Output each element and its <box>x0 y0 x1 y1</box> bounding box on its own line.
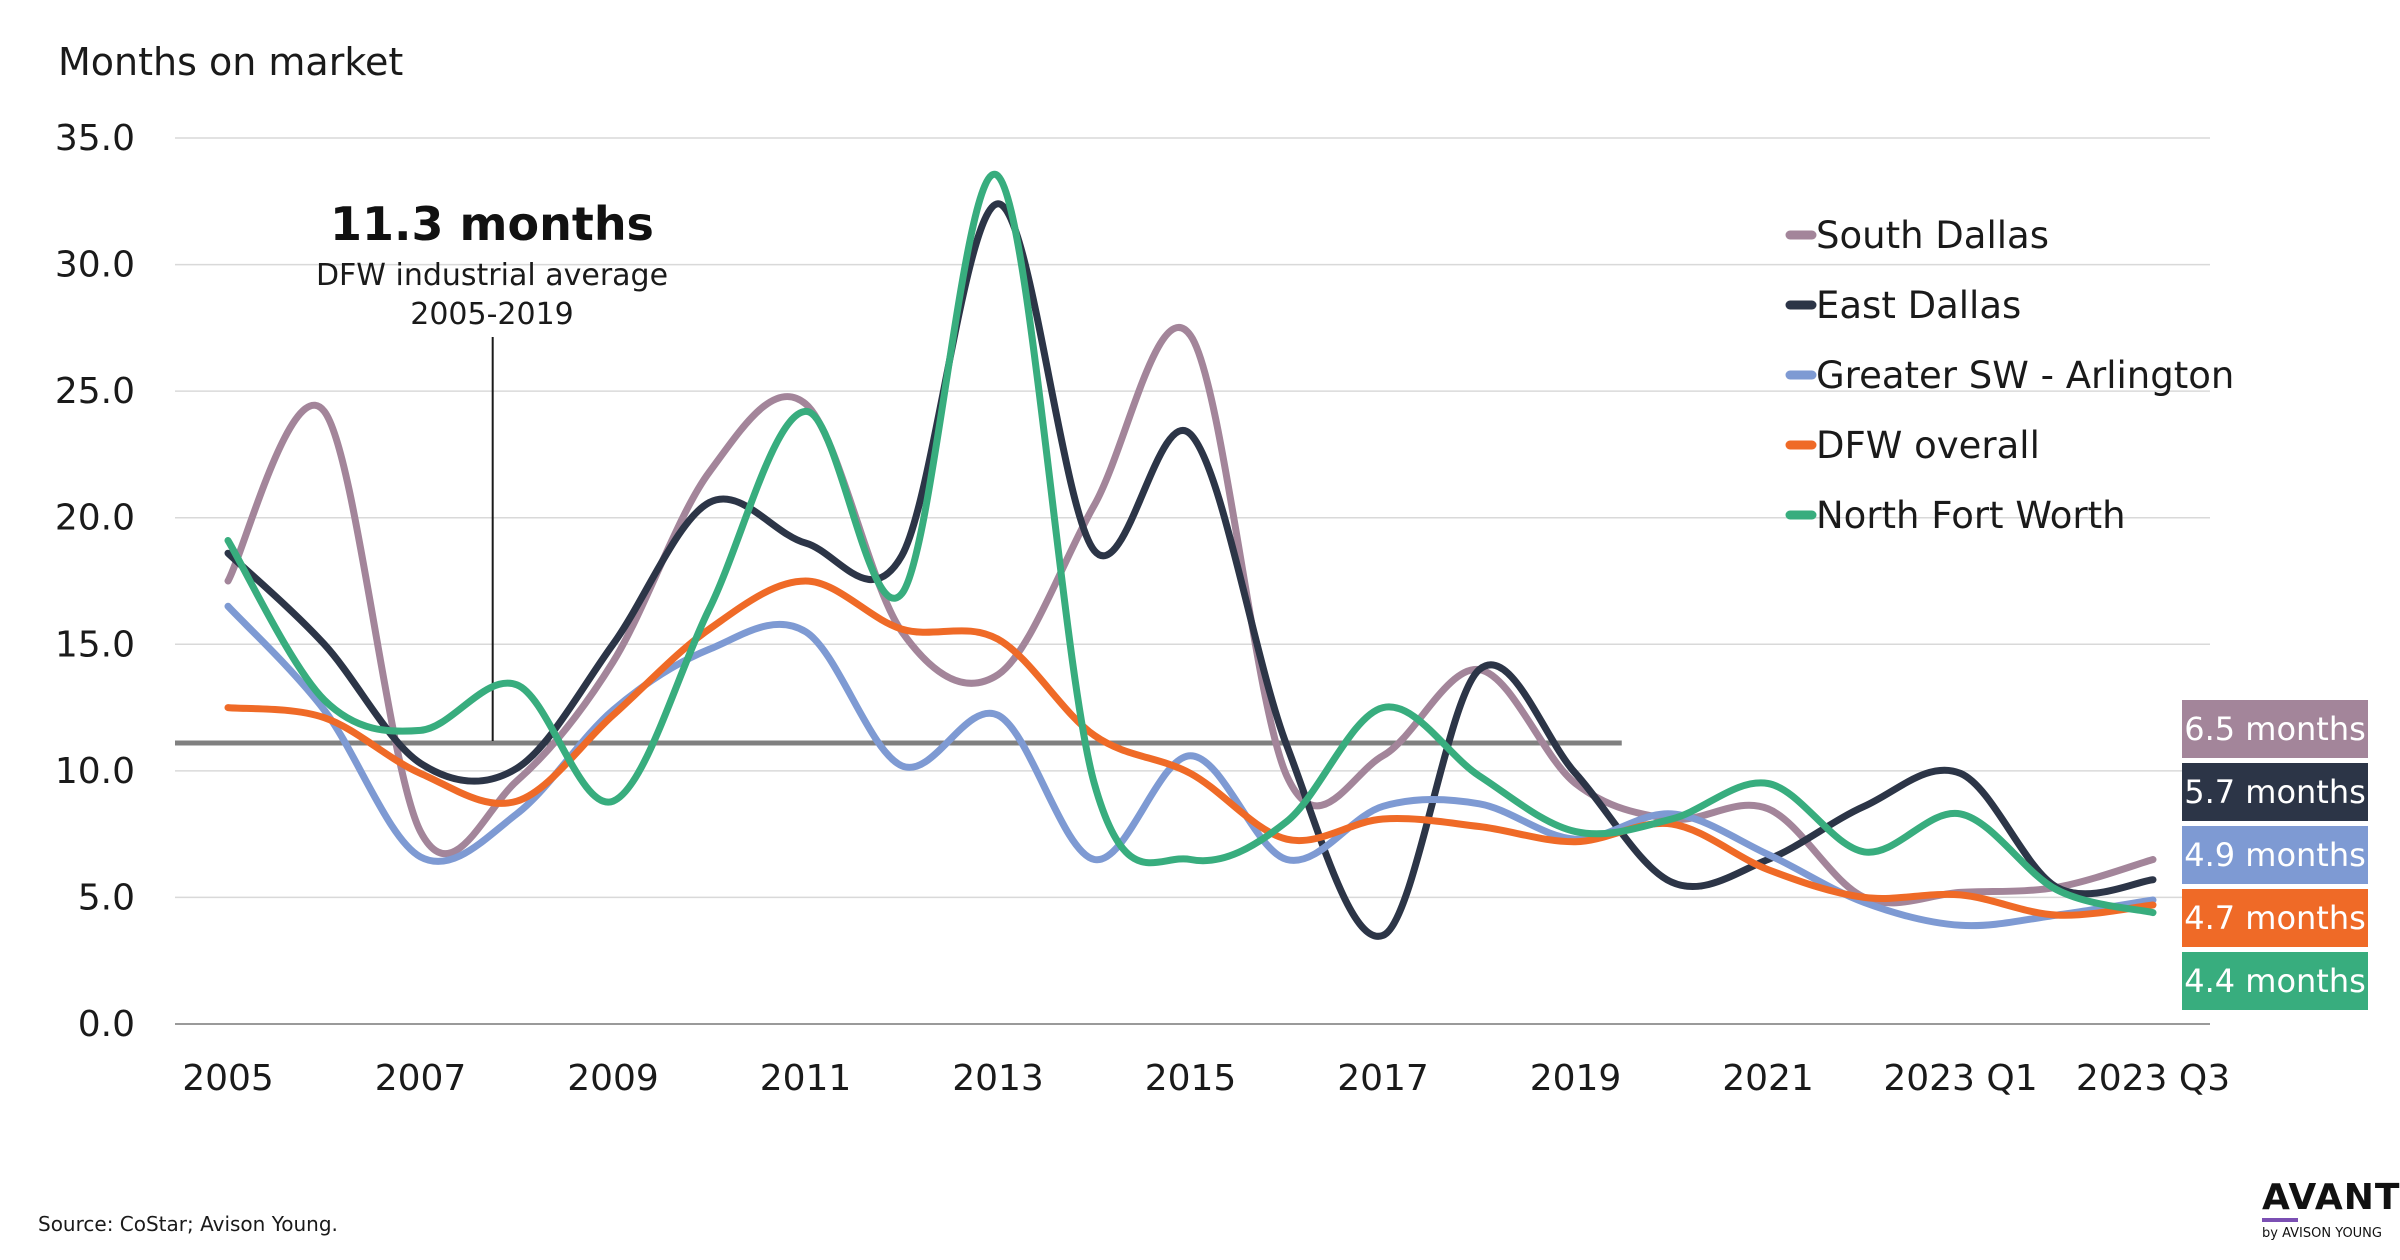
annotation-value: 11.3 months <box>330 197 654 251</box>
y-tick-label: 20.0 <box>55 498 135 539</box>
end-label-text: 4.9 months <box>2184 836 2366 874</box>
legend: South Dallas East Dallas Greater SW - Arli… <box>1785 214 2234 537</box>
end-label-text: 4.4 months <box>2184 962 2366 1000</box>
end-label-text: 5.7 months <box>2184 773 2366 811</box>
y-tick-label: 30.0 <box>55 245 135 286</box>
x-tick-label: 2013 <box>952 1058 1044 1099</box>
source-note: Source: CoStar; Avison Young. <box>38 1212 338 1236</box>
legend-label-north-fort-worth: North Fort Worth <box>1816 494 2126 537</box>
end-label-text: 4.7 months <box>2184 899 2366 937</box>
series-line-greater-sw-arlington <box>224 602 2157 930</box>
logo-wordmark: AVANT <box>2262 1177 2400 1218</box>
end-label-box <box>2182 952 2368 1010</box>
y-tick-label: 25.0 <box>55 371 135 412</box>
logo-underline <box>2262 1218 2298 1222</box>
legend-label-south-dallas: South Dallas <box>1816 214 2049 257</box>
y-tick-label: 5.0 <box>78 877 135 918</box>
end-value-labels: 6.5 months 5.7 months 4.9 months 4.7 months… <box>2182 700 2368 1010</box>
series-line-north-fort-worth <box>224 170 2157 917</box>
end-label-box <box>2182 826 2368 884</box>
x-tick-label: 2019 <box>1530 1058 1622 1099</box>
end-label-box <box>2182 763 2368 821</box>
series-line-south-dallas <box>224 324 2157 907</box>
end-label-box <box>2182 700 2368 758</box>
series-line-east-dallas <box>224 200 2157 940</box>
y-tick-label: 10.0 <box>55 751 135 792</box>
end-label-text: 6.5 months <box>2184 710 2366 748</box>
x-tick-label: 2007 <box>375 1058 467 1099</box>
end-label-box <box>2182 889 2368 947</box>
y-axis-title: Months on market <box>58 40 404 84</box>
x-tick-label: 2015 <box>1145 1058 1237 1099</box>
x-tick-label: 2023 Q1 <box>1883 1058 2037 1099</box>
x-tick-label: 2023 Q3 <box>2076 1058 2230 1099</box>
y-tick-label: 15.0 <box>55 624 135 665</box>
y-tick-label: 35.0 <box>55 118 135 159</box>
logo-subtitle: by AVISON YOUNG <box>2262 1226 2382 1241</box>
axes: 0.0 5.0 10.0 15.0 20.0 25.0 30.0 35.0 2005 2007 20… <box>55 118 2230 1099</box>
reference-line-group: 11.3 months DFW industrial average 2005-20… <box>175 197 1622 746</box>
brand-logo: AVANT by AVISON YOUNG <box>2262 1177 2400 1241</box>
annotation-line-2: 2005-2019 <box>410 297 574 332</box>
x-tick-label: 2021 <box>1722 1058 1814 1099</box>
x-tick-label: 2005 <box>182 1058 274 1099</box>
series-lines <box>224 170 2157 940</box>
x-tick-label: 2017 <box>1337 1058 1429 1099</box>
x-tick-label: 2009 <box>567 1058 659 1099</box>
y-tick-label: 0.0 <box>78 1004 135 1045</box>
x-tick-label: 2011 <box>760 1058 852 1099</box>
legend-label-east-dallas: East Dallas <box>1816 284 2021 327</box>
annotation-line-1: DFW industrial average <box>316 258 668 293</box>
series-line-dfw-overall <box>224 577 2157 919</box>
legend-label-greater-sw-arlington: Greater SW - Arlington <box>1816 354 2234 397</box>
legend-label-dfw-overall: DFW overall <box>1816 424 2040 467</box>
